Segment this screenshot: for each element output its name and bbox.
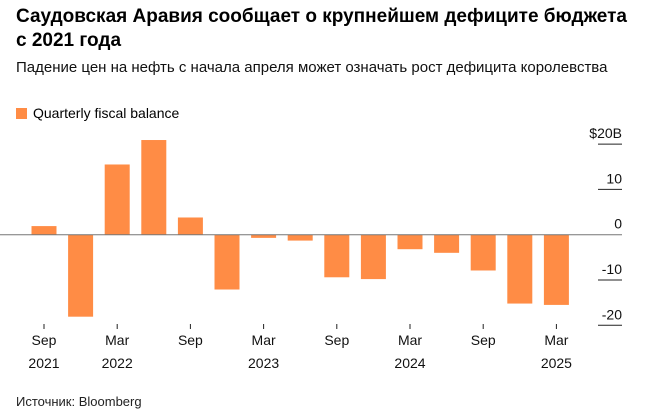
x-tick-year: 2022 bbox=[102, 355, 133, 371]
x-tick-month: Mar bbox=[544, 332, 568, 348]
bar-q2-2022 bbox=[141, 140, 167, 235]
bar-q2-2023 bbox=[287, 234, 313, 241]
bar-q4-2021 bbox=[68, 234, 94, 317]
y-tick-label: 0 bbox=[614, 216, 622, 232]
x-tick-month: Mar bbox=[105, 332, 129, 348]
x-tick-month: Sep bbox=[178, 332, 203, 348]
bar-q1-2024 bbox=[397, 234, 423, 250]
x-tick-year: 2021 bbox=[28, 355, 59, 371]
chart-subtitle: Падение цен на нефть с начала апреля мож… bbox=[16, 59, 608, 76]
x-tick-year: 2025 bbox=[541, 355, 572, 371]
bar-q3-2023 bbox=[324, 234, 350, 278]
legend-label: Quarterly fiscal balance bbox=[33, 105, 180, 121]
legend-swatch bbox=[16, 107, 27, 119]
x-tick-month: Mar bbox=[398, 332, 422, 348]
chart-title: Саудовская Аравия сообщает о крупнейшем … bbox=[16, 6, 627, 51]
source-note: Источник: Bloomberg bbox=[16, 394, 142, 409]
x-tick-month: Sep bbox=[471, 332, 496, 348]
y-tick-label: -20 bbox=[602, 306, 622, 322]
x-tick-month: Sep bbox=[324, 332, 349, 348]
bar-q3-2021 bbox=[31, 226, 57, 235]
legend: Quarterly fiscal balance bbox=[16, 105, 179, 121]
x-tick-month: Sep bbox=[32, 332, 57, 348]
y-tick-label: -10 bbox=[602, 261, 622, 277]
bar-q1-2023 bbox=[251, 234, 277, 238]
bar-q3-2022 bbox=[177, 217, 203, 235]
y-tick-label: $20B bbox=[589, 125, 622, 141]
x-tick-month: Mar bbox=[252, 332, 276, 348]
bar-q4-2024 bbox=[507, 234, 533, 304]
bar-q3-2024 bbox=[470, 234, 496, 271]
x-tick-year: 2024 bbox=[394, 355, 425, 371]
bar-q4-2022 bbox=[214, 234, 240, 290]
bar-q2-2024 bbox=[434, 234, 460, 253]
bar-q1-2022 bbox=[104, 164, 130, 235]
y-tick-label: 10 bbox=[606, 170, 622, 186]
bar-q1-2025 bbox=[543, 234, 569, 305]
x-tick-year: 2023 bbox=[248, 355, 279, 371]
bar-q4-2023 bbox=[360, 234, 386, 280]
